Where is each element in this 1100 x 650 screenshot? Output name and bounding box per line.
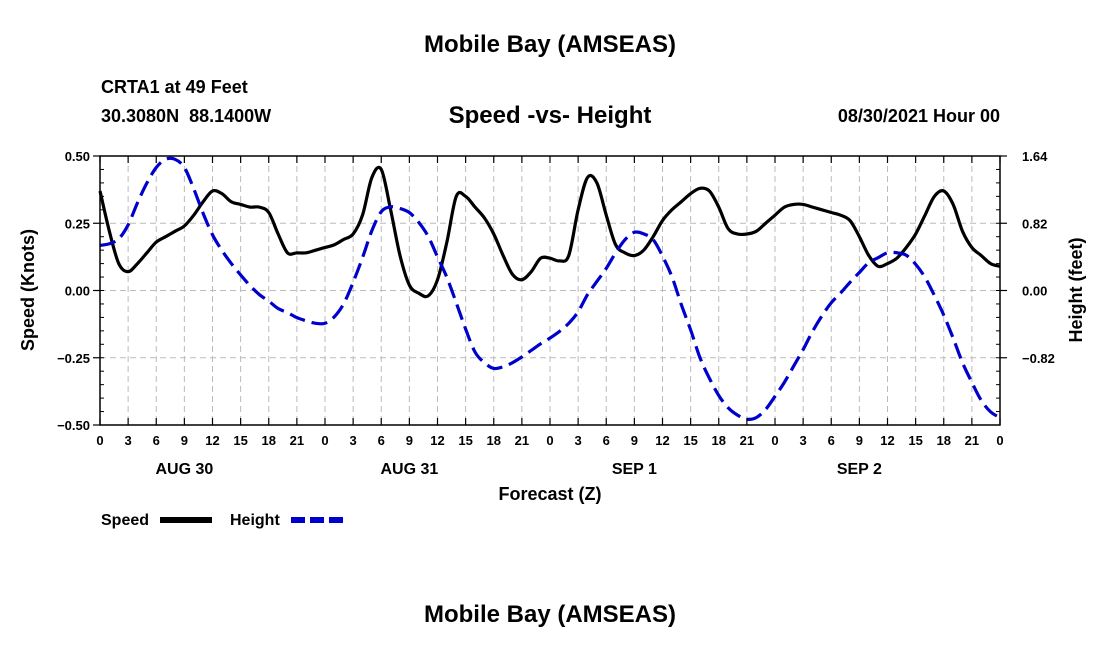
y-right-tick-label: 0.82 [1022,216,1047,231]
y-left-tick-label: −0.50 [57,418,90,433]
y-left-tick-label: 0.25 [65,216,90,231]
legend: Speed Height [101,512,343,529]
x-tick-label: 15 [458,433,472,448]
x-tick-label: 12 [205,433,219,448]
day-label: SEP 2 [837,461,882,478]
axis-labels: 0 3 6 9 12 15 18 21 0 3 6 9 12 15 18 21 0 3 6 9 12 15 18 21 0 3 6 9… [57,149,1055,448]
series-line-height [99,156,1001,422]
day-label: AUG 30 [155,461,213,478]
x-tick-label: 0 [96,433,103,448]
x-tick-label: 21 [290,433,304,448]
x-tick-label: 0 [321,433,328,448]
x-tick-label: 6 [153,433,160,448]
x-tick-label: 15 [233,433,247,448]
y-right-tick-label: 1.64 [1022,149,1048,164]
x-tick-label: 3 [125,433,132,448]
station-name: CRTA1 at 49 Feet [101,77,248,97]
y-left-tick-label: 0.00 [65,284,90,299]
x-tick-label: 6 [378,433,385,448]
x-tick-label: 18 [712,433,726,448]
x-tick-label: 6 [828,433,835,448]
x-tick-label: 15 [683,433,697,448]
day-label: AUG 31 [380,461,438,478]
legend-label-speed: Speed [101,512,149,529]
x-tick-label: 12 [880,433,894,448]
y-left-tick-label: −0.25 [57,351,90,366]
chart-title: Speed -vs- Height [448,102,652,129]
day-labels: AUG 30 AUG 31 SEP 1 SEP 2 [155,461,882,478]
x-tick-label: 0 [771,433,778,448]
station-coordinates: 30.3080N 88.1400W [101,106,272,126]
legend-label-height: Height [230,512,280,529]
x-tick-label: 15 [908,433,922,448]
x-tick-label: 6 [603,433,610,448]
x-tick-label: 9 [181,433,188,448]
y-left-tick-label: 0.50 [65,149,90,164]
x-tick-label: 18 [487,433,501,448]
x-tick-label: 0 [546,433,553,448]
x-tick-label: 9 [406,433,413,448]
y-axis-left-title: Speed (Knots) [18,229,38,351]
x-axis-title: Forecast (Z) [498,484,601,504]
axis-ticks [93,155,1007,426]
x-tick-label: 21 [965,433,979,448]
y-right-tick-label: 0.00 [1022,284,1047,299]
y-right-tick-label: −0.82 [1022,351,1055,366]
series-lines [98,156,1001,422]
forecast-datetime: 08/30/2021 Hour 00 [837,106,1000,126]
x-tick-label: 9 [631,433,638,448]
y-axis-right-title: Height (feet) [1066,238,1086,343]
x-tick-label: 18 [262,433,276,448]
x-tick-label: 12 [655,433,669,448]
x-tick-label: 21 [515,433,529,448]
page-title-bottom: Mobile Bay (AMSEAS) [423,601,677,628]
x-tick-label: 3 [575,433,582,448]
page-title-top: Mobile Bay (AMSEAS) [423,31,677,58]
x-tick-label: 12 [430,433,444,448]
grid-lines [100,156,1000,425]
x-tick-label: 3 [800,433,807,448]
x-tick-label: 9 [856,433,863,448]
series-line-speed [98,165,1001,299]
x-tick-label: 0 [996,433,1003,448]
x-tick-label: 21 [740,433,754,448]
x-tick-label: 3 [350,433,357,448]
x-tick-label: 18 [937,433,951,448]
day-label: SEP 1 [612,461,657,478]
